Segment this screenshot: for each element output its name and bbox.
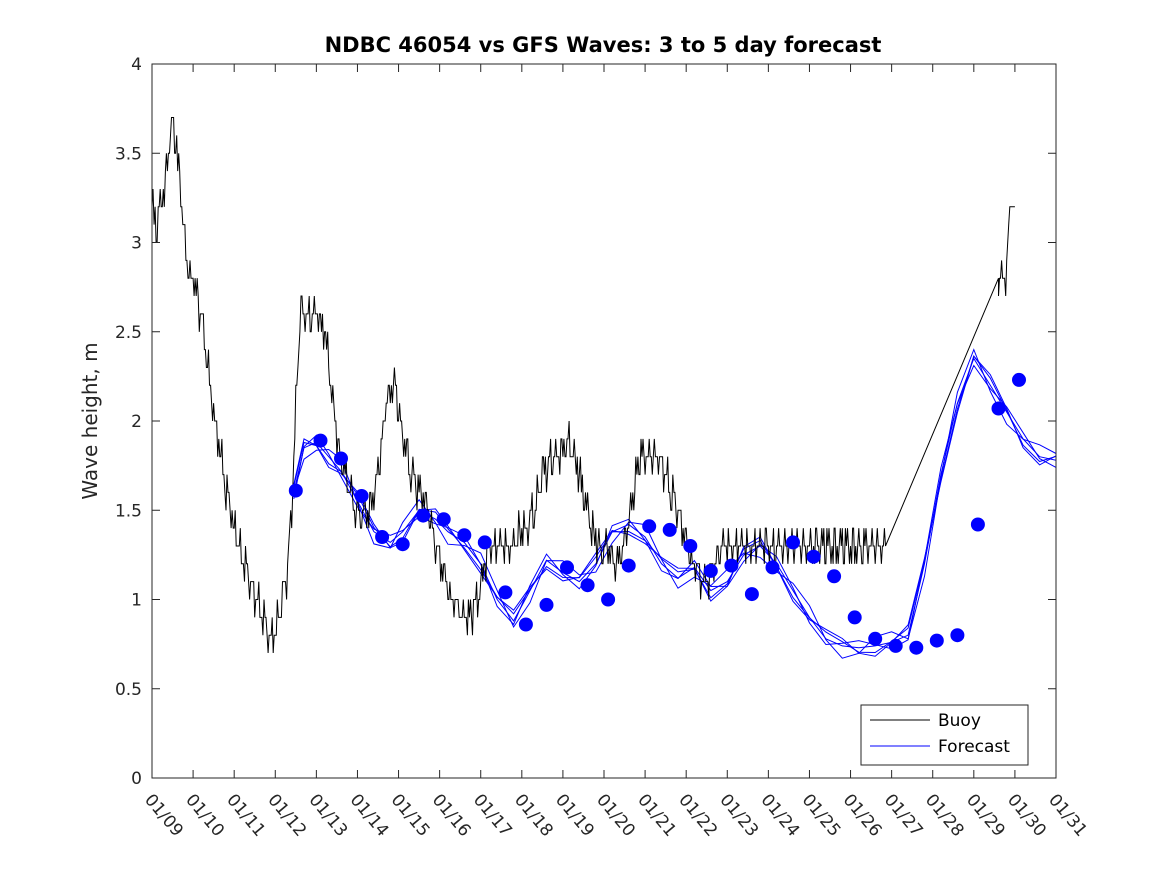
forecast-marker bbox=[560, 560, 574, 575]
buoy-line bbox=[152, 117, 1015, 654]
y-tick-label: 4 bbox=[131, 55, 142, 75]
forecast-marker bbox=[683, 539, 698, 553]
forecast-marker bbox=[601, 592, 616, 607]
forecast-marker bbox=[827, 569, 842, 584]
forecast-marker bbox=[909, 640, 924, 655]
forecast-marker bbox=[765, 560, 780, 575]
legend-forecast-label: Forecast bbox=[938, 737, 1010, 757]
y-tick-label: 0.5 bbox=[115, 680, 142, 700]
forecast-marker bbox=[970, 517, 985, 532]
forecast-marker bbox=[724, 558, 739, 573]
legend-buoy-label: Buoy bbox=[938, 711, 981, 731]
forecast-marker bbox=[436, 512, 451, 527]
y-tick-label: 1.5 bbox=[115, 501, 142, 521]
forecast-marker bbox=[395, 537, 410, 552]
forecast-marker bbox=[929, 633, 944, 648]
chart-title: NDBC 46054 vs GFS Waves: 3 to 5 day fore… bbox=[325, 33, 882, 57]
y-axis-label: Wave height, m bbox=[78, 342, 102, 499]
forecast-marker bbox=[991, 401, 1006, 416]
legend-box bbox=[860, 704, 1029, 766]
y-tick-label: 1 bbox=[131, 591, 142, 611]
forecast-marker bbox=[498, 585, 513, 600]
forecast-marker bbox=[375, 530, 390, 544]
forecast-marker bbox=[288, 483, 303, 498]
forecast-marker bbox=[518, 617, 533, 632]
forecast-marker bbox=[1012, 372, 1026, 387]
forecast-marker bbox=[313, 433, 328, 448]
forecast-line bbox=[293, 357, 1056, 649]
forecast-marker bbox=[354, 489, 369, 503]
forecast-marker bbox=[868, 631, 883, 646]
y-tick-label: 2.5 bbox=[115, 323, 142, 343]
forecast-marker bbox=[806, 549, 821, 564]
forecast-marker bbox=[786, 535, 800, 550]
plot-area bbox=[152, 64, 1056, 778]
y-tick-label: 0 bbox=[131, 769, 142, 789]
forecast-marker bbox=[477, 535, 492, 550]
forecast-marker bbox=[580, 578, 595, 593]
forecast-marker bbox=[662, 522, 677, 537]
forecast-marker bbox=[621, 558, 636, 573]
forecast-marker bbox=[950, 628, 965, 643]
forecast-marker bbox=[888, 638, 903, 653]
y-tick-label: 2 bbox=[131, 412, 142, 432]
forecast-marker bbox=[847, 610, 862, 625]
forecast-marker bbox=[457, 528, 472, 543]
y-tick-label: 3 bbox=[131, 234, 142, 254]
forecast-marker bbox=[539, 597, 554, 612]
forecast-marker bbox=[703, 563, 718, 578]
forecast-marker bbox=[334, 451, 348, 466]
forecast-marker bbox=[642, 519, 657, 534]
y-tick-label: 3.5 bbox=[115, 144, 142, 164]
forecast-marker bbox=[416, 508, 431, 523]
forecast-marker bbox=[744, 587, 759, 602]
forecast-line bbox=[293, 348, 1056, 659]
legend: Buoy Forecast bbox=[860, 704, 1029, 766]
